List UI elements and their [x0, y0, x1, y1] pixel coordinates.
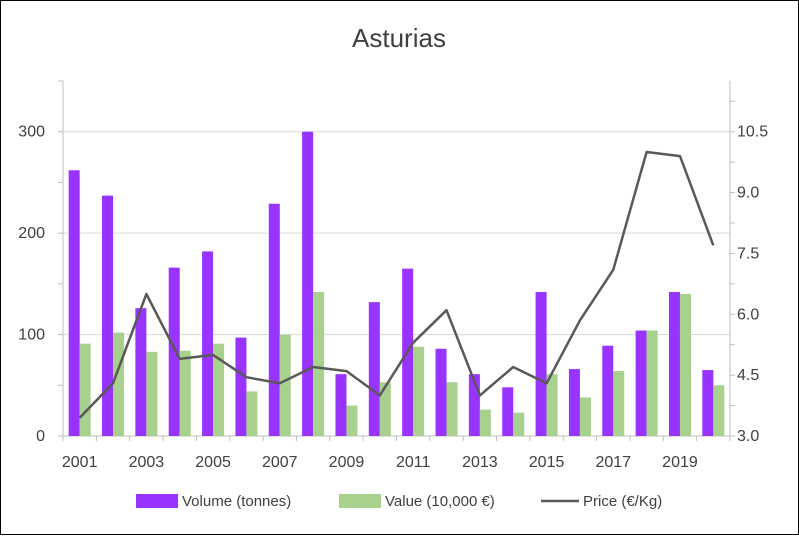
volume-bar — [302, 131, 314, 436]
volume-bar — [135, 308, 147, 436]
x-tick-label: 2003 — [129, 454, 165, 471]
legend-label: Volume (tonnes) — [182, 493, 291, 510]
bars — [68, 131, 725, 436]
x-tick-label: 2005 — [195, 454, 231, 471]
volume-bar — [502, 387, 514, 436]
legend-label: Price (€/Kg) — [583, 493, 662, 510]
value-bar — [79, 343, 91, 436]
value-bar — [279, 334, 291, 436]
value-bar — [579, 397, 591, 436]
x-tick-label: 2015 — [529, 454, 565, 471]
value-bar — [546, 374, 558, 436]
x-tick-label: 2013 — [462, 454, 498, 471]
value-bar — [179, 350, 191, 436]
value-bar — [146, 351, 158, 436]
y-right-tick-label: 7.5 — [737, 245, 759, 262]
volume-bar — [68, 170, 80, 436]
y-left-tick-label: 0 — [36, 428, 45, 445]
legend-label: Value (10,000 €) — [385, 493, 495, 510]
volume-bar — [602, 345, 614, 436]
volume-bar — [268, 203, 280, 436]
volume-bar — [235, 337, 247, 436]
volume-bar — [568, 369, 580, 436]
volume-bar — [668, 291, 680, 436]
legend-item: Value (10,000 €) — [339, 493, 495, 510]
value-bar — [346, 405, 358, 436]
volume-bar — [168, 267, 180, 436]
value-bar — [646, 330, 658, 436]
x-tick-label: 2019 — [662, 454, 698, 471]
y-right-tick-label: 10.5 — [737, 124, 768, 141]
volume-bar — [368, 302, 380, 436]
chart-title: Asturias — [352, 23, 446, 53]
value-bar — [313, 291, 325, 436]
y-left-tick-label: 300 — [18, 124, 45, 141]
value-bar — [246, 391, 258, 436]
volume-bar — [435, 348, 447, 436]
axes — [58, 80, 735, 441]
value-bar — [713, 385, 725, 436]
y-left-tick-label: 100 — [18, 327, 45, 344]
x-tick-label: 2007 — [262, 454, 298, 471]
legend-item: Volume (tonnes) — [136, 493, 291, 510]
x-tick-label: 2011 — [396, 454, 431, 471]
volume-bar — [335, 374, 347, 436]
value-bar — [679, 294, 691, 436]
gridlines — [63, 131, 730, 336]
value-bar — [413, 346, 425, 436]
value-bar — [213, 343, 225, 436]
legend-swatch — [339, 494, 381, 508]
y-right-tick-label: 9.0 — [737, 185, 759, 202]
price-line-path — [78, 150, 715, 419]
volume-bar — [635, 330, 647, 436]
legend-item: Price (€/Kg) — [541, 493, 662, 510]
tick-labels: 0 100 200 300 3.0 4.5 6.0 7.5 9.0 10.5 2001 2003 200… — [18, 124, 768, 471]
x-tick-label: 2001 — [62, 454, 98, 471]
volume-bar — [202, 251, 214, 436]
legend: Volume (tonnes) Value (10,000 €) Price (€/… — [136, 493, 662, 510]
volume-bar — [468, 374, 480, 436]
x-tick-label: 2017 — [595, 454, 631, 471]
value-bar — [513, 412, 525, 436]
price-line — [78, 150, 715, 419]
volume-bar — [702, 370, 714, 436]
value-bar — [379, 382, 391, 436]
volume-bar — [102, 195, 114, 436]
y-left-tick-label: 200 — [18, 225, 45, 242]
value-bar — [113, 332, 125, 436]
value-bar — [479, 409, 491, 436]
y-right-tick-label: 3.0 — [737, 428, 759, 445]
y-right-tick-label: 6.0 — [737, 306, 759, 323]
value-bar — [446, 382, 458, 436]
x-tick-label: 2009 — [329, 454, 365, 471]
volume-bar — [535, 291, 547, 436]
y-right-tick-label: 4.5 — [737, 367, 759, 384]
legend-swatch — [136, 494, 178, 508]
value-bar — [613, 371, 625, 436]
